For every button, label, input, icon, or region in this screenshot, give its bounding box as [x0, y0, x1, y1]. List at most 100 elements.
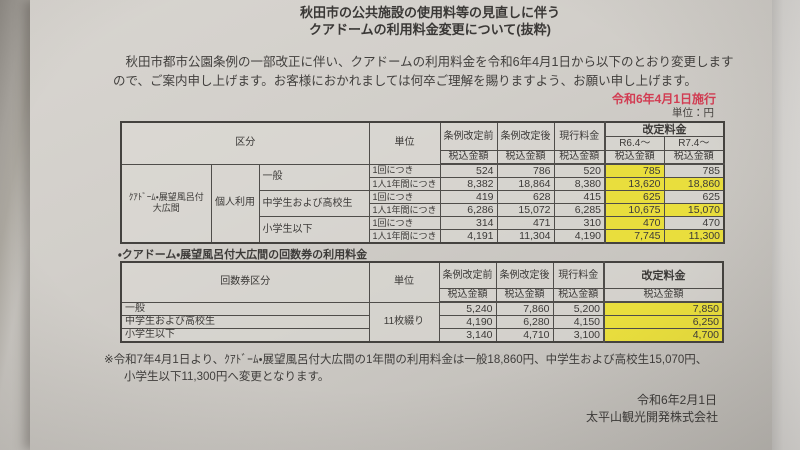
- fee-current-cell: 310: [553, 216, 606, 230]
- unit-note: 単位：円: [672, 107, 714, 119]
- unit-cell: 1人1年間につき: [368, 229, 441, 244]
- fee-before-cell: 524: [439, 163, 498, 178]
- table-row: 1人1年間につき 4,191 11,304 4,190 7,745 11,300: [121, 229, 725, 244]
- col-header-category: 区分: [120, 121, 370, 165]
- table-row: 1人1年間につき 6,286 15,072 6,285 10,675 15,07…: [121, 203, 725, 217]
- fee-current-cell: 415: [553, 190, 606, 204]
- intro-line1: 秋田市都市公園条例の一部改正に伴い、クアドームの利用料金を令和6年4月1日から以…: [125, 55, 734, 69]
- table-header-row: 税込金額 税込金額 税込金額 税込金額 税込金額: [121, 150, 725, 165]
- intro-paragraph: 秋田市都市公園条例の一部改正に伴い、クアドームの利用料金を令和6年4月1日から以…: [113, 53, 763, 91]
- fee-after-cell: 786: [496, 163, 555, 178]
- tax-included-label: 税込金額: [603, 288, 724, 303]
- fee-r64-cell: 625: [604, 190, 665, 204]
- effective-date-note: 令和6年4月1日施行: [611, 92, 716, 106]
- col-header-current: 現行料金: [552, 261, 605, 289]
- fee-r74-cell: 470: [663, 216, 725, 230]
- fee-r64-cell: 785: [604, 163, 665, 178]
- page-title: 秋田市の公共施設の使用料等の見直しに伴う クアドームの利用料金変更について(抜粋…: [60, 4, 800, 38]
- fee-before-cell: 4,190: [438, 315, 497, 329]
- fee-r64-cell: 470: [604, 216, 665, 230]
- col-header-revised: 改定料金: [604, 121, 725, 137]
- fee-current-cell: 6,285: [553, 203, 606, 217]
- fee-current-cell: 520: [553, 163, 606, 178]
- tax-included-label: 税込金額: [495, 288, 554, 303]
- fee-revised-cell: 4,700: [603, 328, 724, 343]
- col-header-unit: 単位: [368, 261, 440, 303]
- document-date: 令和6年2月1日: [636, 393, 717, 407]
- fee-before-cell: 419: [439, 190, 498, 204]
- intro-line2: ので、ご案内申し上げます。お客様におかれましては何卒ご理解を賜りますよう、お願い…: [113, 74, 697, 88]
- table-header-row: 回数券区分 単位 条例改定前 条例改定後 現行料金 改定料金: [120, 261, 724, 303]
- fee-r64-cell: 7,745: [604, 229, 665, 244]
- tax-included-label: 税込金額: [604, 150, 665, 165]
- fee-after-cell: 15,072: [496, 203, 555, 217]
- ticket-label-cell: 中学生および高校生: [120, 315, 370, 329]
- table-header-row: R6.4～ R7.4～: [121, 136, 725, 151]
- fee-current-cell: 4,150: [552, 315, 605, 329]
- fee-current-cell: 3,100: [552, 328, 605, 343]
- table-row: 中学生および高校生 4,190 6,280 4,150 6,250: [120, 315, 724, 329]
- fee-r64-cell: 10,675: [604, 203, 665, 217]
- col-header-r74: R7.4～: [663, 136, 725, 151]
- fee-current-cell: 4,190: [553, 229, 606, 244]
- fee-revised-cell: 7,850: [603, 301, 724, 316]
- tax-included-label: 税込金額: [663, 150, 725, 165]
- usage-type-cell: 個人利用: [210, 163, 260, 244]
- tax-included-label: 税込金額: [438, 288, 497, 303]
- fee-r74-cell: 625: [663, 190, 725, 204]
- group-label-cell: 中学生および高校生: [258, 190, 370, 217]
- fee-before-cell: 3,140: [438, 328, 497, 343]
- individual-fee-table: 区分 単位 条例改定前 条例改定後 現行料金 改定料金 R6.4～ R7.4～ …: [120, 121, 726, 244]
- fee-current-cell: 5,200: [552, 301, 605, 316]
- col-header-before: 条例改定前: [438, 261, 497, 289]
- fee-after-cell: 6,280: [495, 315, 554, 329]
- fee-after-cell: 18,864: [496, 177, 555, 191]
- fee-r64-cell: 13,620: [604, 177, 665, 191]
- fee-revised-cell: 6,250: [603, 315, 724, 329]
- col-header-revised: 改定料金: [603, 261, 724, 289]
- fee-r74-cell: 15,070: [663, 203, 725, 217]
- col-header-after: 条例改定後: [495, 261, 554, 289]
- unit-cell: 1人1年間につき: [368, 177, 441, 191]
- table-header-row: 税込金額 税込金額 税込金額 税込金額: [121, 288, 724, 303]
- paper-edge: [772, 0, 800, 450]
- company-name: 太平山観光開発株式会社: [585, 410, 718, 424]
- tax-included-label: 税込金額: [439, 150, 498, 165]
- table-row: 小学生以下 1回につき 314 471 310 470 470: [121, 216, 725, 244]
- table-header-row: 区分 単位 条例改定前 条例改定後 現行料金 改定料金: [120, 121, 725, 165]
- tax-included-label: 税込金額: [496, 150, 555, 165]
- table-row: 小学生以下 3,140 4,710 3,100 4,700: [120, 328, 724, 343]
- page-title-line2: クアドームの利用料金変更について(抜粋): [309, 22, 551, 37]
- fee-r74-cell: 785: [663, 163, 725, 178]
- fee-before-cell: 314: [439, 216, 498, 230]
- facility-name-cell: ｸｱﾄﾞｰﾑ・展望風呂付大広間: [120, 163, 212, 244]
- fee-before-cell: 6,286: [439, 203, 498, 217]
- fee-after-cell: 471: [496, 216, 555, 230]
- footnote: ※令和7年4月1日より、ｸｱﾄﾞｰﾑ・展望風呂付大広間の1年間の利用料金は一般1…: [104, 352, 764, 386]
- fee-before-cell: 5,240: [438, 301, 497, 316]
- page-title-line1: 秋田市の公共施設の使用料等の見直しに伴う: [299, 5, 560, 20]
- table-row: ｸｱﾄﾞｰﾑ・展望風呂付大広間 個人利用 一般 1回につき 524 786 52…: [120, 163, 725, 244]
- table-row: 一般 11枚綴り 5,240 7,860 5,200 7,850: [120, 301, 724, 343]
- fee-current-cell: 8,380: [553, 177, 606, 191]
- unit-cell: 1回につき: [368, 163, 441, 178]
- unit-cell: 1回につき: [368, 190, 441, 204]
- fee-before-cell: 8,382: [439, 177, 498, 191]
- unit-cell: 1人1年間につき: [368, 203, 441, 217]
- ticket-unit-cell: 11枚綴り: [368, 301, 440, 343]
- fee-after-cell: 11,304: [496, 229, 555, 244]
- fee-before-cell: 4,191: [439, 229, 498, 244]
- group-label-cell: 一般: [258, 163, 370, 191]
- fee-after-cell: 4,710: [495, 328, 554, 343]
- unit-cell: 1回につき: [368, 216, 441, 230]
- fee-after-cell: 628: [496, 190, 555, 204]
- ticket-label-cell: 小学生以下: [120, 328, 370, 343]
- col-header-after: 条例改定後: [496, 121, 555, 151]
- col-header-r64: R6.4～: [604, 136, 665, 151]
- footnote-line1: ※令和7年4月1日より、ｸｱﾄﾞｰﾑ・展望風呂付大広間の1年間の利用料金は一般1…: [104, 354, 708, 366]
- ticket-label-cell: 一般: [120, 301, 370, 316]
- footnote-line2: 小学生以下11,300円へ変更となります。: [124, 371, 330, 383]
- tax-included-label: 税込金額: [552, 288, 605, 303]
- col-header-before: 条例改定前: [439, 121, 498, 151]
